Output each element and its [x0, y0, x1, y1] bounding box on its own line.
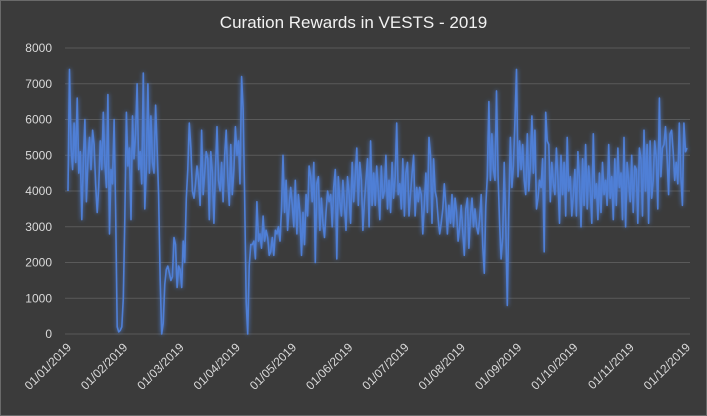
- x-tick-label: 01/10/2019: [528, 340, 581, 393]
- x-axis-ticks: 01/01/2019 01/02/2019 01/03/2019 01/04/2019…: [22, 340, 694, 393]
- y-tick-label: 2000: [25, 256, 52, 270]
- y-tick-label: 6000: [25, 113, 52, 127]
- y-tick-label: 0: [45, 327, 52, 341]
- y-tick-label: 4000: [25, 184, 52, 198]
- y-tick-label: 1000: [25, 291, 52, 305]
- x-tick-label: 01/02/2019: [78, 340, 131, 393]
- x-tick-label: 01/03/2019: [134, 340, 187, 393]
- x-tick-label: 01/04/2019: [191, 340, 244, 393]
- x-tick-label: 01/08/2019: [416, 340, 469, 393]
- x-tick-label: 01/05/2019: [247, 340, 300, 393]
- x-tick-label: 01/12/2019: [641, 340, 694, 393]
- x-tick-label: 01/06/2019: [303, 340, 356, 393]
- chart-title: Curation Rewards in VESTS - 2019: [219, 13, 488, 32]
- y-tick-label: 3000: [25, 220, 52, 234]
- y-tick-label: 5000: [25, 148, 52, 162]
- series-line: [67, 68, 688, 335]
- x-tick-label: 01/09/2019: [472, 340, 525, 393]
- y-tick-label: 7000: [25, 77, 52, 91]
- x-tick-label: 01/01/2019: [22, 340, 75, 393]
- series-layer: [67, 68, 688, 335]
- x-tick-label: 01/07/2019: [359, 340, 412, 393]
- y-axis-ticks: 0 1000 2000 3000 4000 5000 6000 7000 8000: [25, 41, 52, 341]
- x-tick-label: 01/11/2019: [585, 340, 637, 392]
- y-tick-label: 8000: [25, 41, 52, 55]
